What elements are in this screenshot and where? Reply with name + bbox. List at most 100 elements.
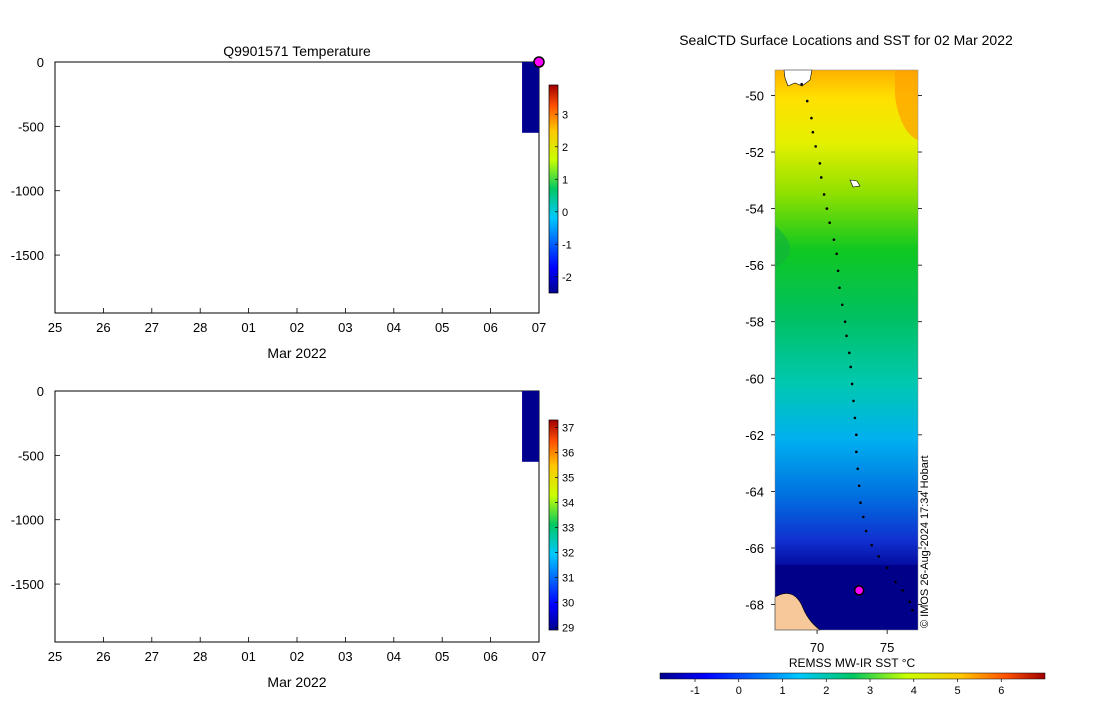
track-point	[850, 382, 854, 386]
track-point	[857, 484, 861, 488]
second-colorbar-tick-label: 29	[562, 623, 574, 635]
temperature-colorbar-tick-label: 2	[562, 142, 568, 154]
deep-blue-shelf	[775, 565, 918, 630]
track-point	[838, 286, 841, 290]
temperature-colorbar-tick-label: 0	[562, 207, 568, 219]
second-xtick-label: 25	[48, 649, 62, 664]
temperature-colorbar-tick-label: -2	[562, 272, 572, 284]
map-xtick-label: 70	[810, 640, 824, 655]
track-point	[911, 608, 914, 612]
temperature-colorbar-tick-label: -1	[562, 239, 572, 251]
map-frame	[774, 69, 919, 631]
temperature-xtick-label: 07	[532, 320, 546, 335]
track-point	[828, 221, 831, 225]
temperature-ytick-label: 0	[37, 55, 44, 70]
current-position-marker	[853, 585, 865, 596]
map-colorbar-label: REMSS MW-IR SST °C	[789, 656, 916, 670]
heard-island	[849, 179, 861, 188]
antarctic-coast	[774, 593, 821, 631]
second-xtick-label: 26	[96, 649, 110, 664]
temperature-xtick-label: 06	[483, 320, 497, 335]
second-panel: 25 26 27 28 01 02 03 04 05 06 07 0 -500 -1000 -1500 Ma…	[11, 384, 575, 690]
map-ytick-label: -58	[745, 315, 764, 330]
track-point	[832, 238, 836, 241]
track-point	[862, 515, 865, 519]
temperature-xlabel: Mar 2022	[267, 345, 326, 361]
temperature-xtick-label: 25	[48, 320, 62, 335]
sst-field	[775, 70, 918, 630]
map-title: SealCTD Surface Locations and SST for 02…	[679, 32, 1013, 48]
temperature-xtick-label: 03	[338, 320, 352, 335]
temperature-colorbar-tick-label: 3	[562, 109, 568, 121]
map-xtick-label: 75	[880, 640, 894, 655]
second-xtick-label: 04	[387, 649, 401, 664]
map-credit: © IMOS 26-Aug-2024 17:34 Hobart	[919, 455, 931, 628]
temperature-colorbar	[548, 84, 559, 294]
map-ytick-label: -50	[745, 88, 764, 103]
map-ytick-label: -66	[745, 541, 764, 556]
track-point	[908, 600, 911, 604]
temperature-xtick-label: 04	[387, 320, 401, 335]
temperature-colorbar-tick-label: 1	[562, 174, 568, 186]
temperature-current-marker	[533, 56, 545, 68]
map-colorbar-tick-label: 2	[823, 685, 829, 697]
map-ytick-label: -52	[745, 145, 764, 160]
warm-patch	[895, 70, 918, 140]
track-point	[800, 82, 803, 86]
map-colorbar-tick-label: 3	[867, 685, 873, 697]
temperature-xtick-label: 27	[145, 320, 159, 335]
second-xtick-label: 05	[435, 649, 449, 664]
map-colorbar-tick-label: 4	[911, 685, 917, 697]
track-point	[819, 176, 823, 179]
track-point	[853, 416, 857, 420]
track-point	[894, 580, 897, 584]
temperature-xtick-label: 02	[290, 320, 304, 335]
temperature-panel: Q9901571 Temperature 25 26 27 28 01 02 03 04 05 0…	[11, 43, 572, 361]
cool-tongue	[775, 225, 791, 268]
track-point	[848, 351, 851, 355]
track-point	[855, 450, 858, 454]
track-point	[811, 130, 815, 134]
second-colorbar-tick-label: 33	[562, 523, 574, 535]
second-data-block	[522, 391, 539, 462]
temperature-ytick-label: -1000	[11, 184, 44, 199]
track-point	[835, 252, 838, 256]
second-ytick-label: -500	[18, 448, 44, 463]
track-point	[810, 116, 813, 120]
map-colorbar	[659, 672, 1046, 680]
second-colorbar	[548, 419, 559, 631]
track-point	[877, 555, 881, 558]
temperature-xtick-label: 01	[241, 320, 255, 335]
track-point	[870, 543, 874, 547]
temperature-data-block	[522, 62, 539, 133]
track-point	[855, 433, 858, 437]
second-axes	[54, 390, 540, 643]
second-xtick-label: 03	[338, 649, 352, 664]
track-point	[845, 334, 848, 338]
second-xtick-label: 06	[483, 649, 497, 664]
temperature-xtick-label: 28	[193, 320, 207, 335]
track-point	[814, 145, 817, 148]
track-point	[818, 162, 822, 165]
map-ytick-label: -54	[745, 202, 764, 217]
second-colorbar-tick-label: 35	[562, 473, 574, 485]
map-colorbar-tick-label: 5	[954, 685, 960, 697]
map-colorbar-tick-label: 1	[779, 685, 785, 697]
sst-map-panel: SealCTD Surface Locations and SST for 02…	[659, 32, 1046, 697]
track-point	[885, 566, 889, 570]
track-point	[836, 269, 840, 273]
temperature-axes	[54, 61, 540, 314]
temperature-xtick-label: 05	[435, 320, 449, 335]
second-ytick-label: -1500	[11, 577, 44, 592]
temperature-xtick-label: 26	[96, 320, 110, 335]
track-point	[852, 399, 855, 403]
map-colorbar-tick-label: 0	[736, 685, 742, 697]
temperature-ytick-label: -500	[18, 119, 44, 134]
map-ytick-label: -68	[745, 598, 764, 613]
track-point	[825, 207, 829, 210]
second-xtick-label: 07	[532, 649, 546, 664]
second-xtick-label: 01	[241, 649, 255, 664]
second-colorbar-tick-label: 36	[562, 448, 574, 460]
second-xlabel: Mar 2022	[267, 674, 326, 690]
map-colorbar-tick-label: -1	[690, 685, 700, 697]
